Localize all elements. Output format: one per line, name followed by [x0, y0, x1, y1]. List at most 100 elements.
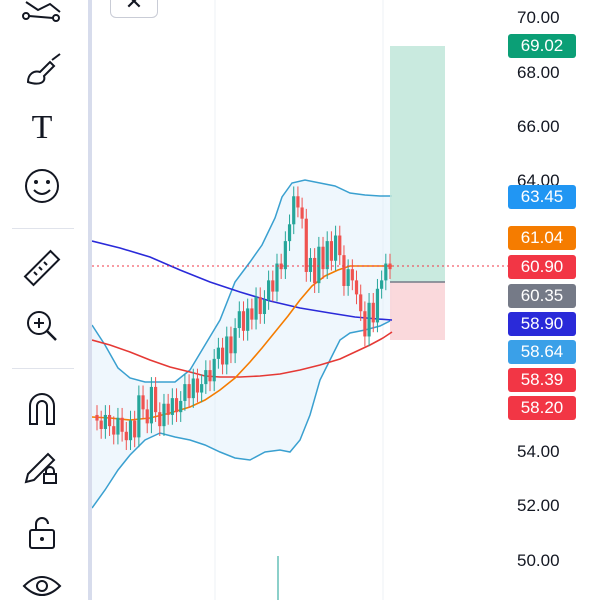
candle-body	[225, 336, 229, 365]
candle-body	[300, 207, 304, 219]
profit-zone[interactable]	[390, 46, 445, 282]
candle-body	[112, 426, 116, 435]
candle-body	[375, 288, 380, 323]
zoom-in-icon[interactable]	[14, 302, 70, 350]
candle-body	[195, 378, 200, 393]
ma-orange-price-label: 61.04	[508, 226, 576, 250]
loss-zone[interactable]	[390, 282, 445, 340]
candle-body	[166, 403, 170, 415]
toolbar-divider	[12, 368, 74, 369]
candle-body	[128, 420, 133, 441]
grid	[214, 0, 384, 600]
candle-body	[254, 297, 258, 320]
candle-body	[154, 386, 158, 413]
ma-navy-line	[92, 240, 393, 321]
candle-body	[267, 280, 271, 300]
candle-body	[342, 255, 346, 286]
candle-body	[107, 414, 112, 427]
ma-orange-line	[92, 265, 392, 421]
pattern-tool-icon[interactable]	[14, 0, 70, 38]
candle-body	[363, 311, 367, 337]
candle-body	[275, 263, 279, 292]
price-tick: 70.00	[517, 8, 560, 27]
ma-navy-price-label: 58.90	[508, 312, 576, 336]
entry-price-label: 60.35	[508, 284, 576, 308]
candle-body	[229, 336, 233, 354]
candle-body	[359, 294, 363, 312]
candle-body	[262, 300, 267, 315]
candle-body	[304, 218, 308, 272]
candle-body	[367, 302, 371, 337]
candle-body	[179, 400, 183, 413]
candle-body	[116, 417, 120, 435]
price-tick: 50.00	[517, 551, 560, 570]
candle-body	[384, 263, 388, 281]
upper-band-price-label: 63.45	[508, 185, 576, 209]
candle-body	[208, 370, 212, 382]
price-tick: 52.00	[517, 496, 560, 515]
candle-body	[258, 297, 262, 315]
ruler-icon[interactable]	[14, 244, 70, 292]
candle-body	[200, 384, 204, 393]
candle-body	[292, 196, 296, 225]
emoji-icon[interactable]	[14, 162, 70, 210]
last-price-label: 60.90	[508, 255, 576, 279]
stop-price-label: 58.20	[508, 396, 576, 420]
candle-body	[158, 412, 162, 427]
candle-body	[283, 241, 287, 270]
brush-icon[interactable]	[14, 46, 70, 94]
candle-body	[191, 378, 195, 399]
ma-red-line	[92, 331, 393, 378]
candle-body	[271, 280, 275, 292]
price-tick: 68.00	[517, 63, 560, 82]
price-tick: 54.00	[517, 442, 560, 461]
ma-red-price-label: 58.39	[508, 368, 576, 392]
unlock-icon[interactable]	[14, 508, 70, 556]
candle-body	[346, 269, 350, 286]
candle-body	[183, 384, 187, 401]
candle-body	[241, 311, 246, 331]
magnet-icon[interactable]	[14, 384, 70, 432]
candle-body	[170, 398, 174, 415]
candle-body	[329, 241, 333, 261]
candle-body	[204, 370, 208, 385]
candle-body	[333, 235, 338, 261]
candle-body	[279, 263, 283, 270]
candle-body	[317, 246, 321, 284]
close-icon: ✕	[124, 0, 144, 14]
close-button[interactable]: ✕	[110, 0, 158, 18]
text-tool-icon[interactable]: T	[14, 104, 70, 152]
candle-body	[354, 280, 359, 295]
candle-body	[174, 398, 179, 413]
text-tool-glyph: T	[31, 109, 53, 146]
candle-body	[233, 328, 237, 354]
candle-body	[95, 414, 99, 421]
candle-body	[103, 414, 107, 429]
candle-body	[99, 420, 103, 429]
candle-body	[120, 417, 124, 432]
candle-body	[124, 431, 128, 441]
bollinger-band-fill	[92, 180, 392, 508]
candle-body	[141, 395, 145, 410]
candle-body	[296, 196, 300, 208]
candle-body	[388, 263, 392, 270]
candle-body	[149, 386, 154, 424]
candle-body	[308, 257, 313, 272]
candle-body	[287, 224, 292, 242]
candle-body	[133, 420, 137, 438]
eye-icon[interactable]	[14, 562, 70, 610]
candle-body	[237, 311, 241, 329]
lock-drawing-icon[interactable]	[14, 442, 70, 490]
candle-body	[325, 241, 329, 270]
candle-body	[313, 257, 317, 284]
candle-body	[212, 358, 216, 382]
price-chart[interactable]	[92, 0, 600, 600]
candle-body	[321, 246, 325, 270]
candle-body	[162, 403, 166, 427]
candlestick-series	[95, 186, 392, 450]
toolbar-separator	[88, 0, 92, 600]
target-price-label: 69.02	[508, 34, 576, 58]
candle-body	[338, 235, 342, 256]
candle-body	[145, 409, 149, 424]
drawing-toolbar: T	[0, 0, 88, 600]
